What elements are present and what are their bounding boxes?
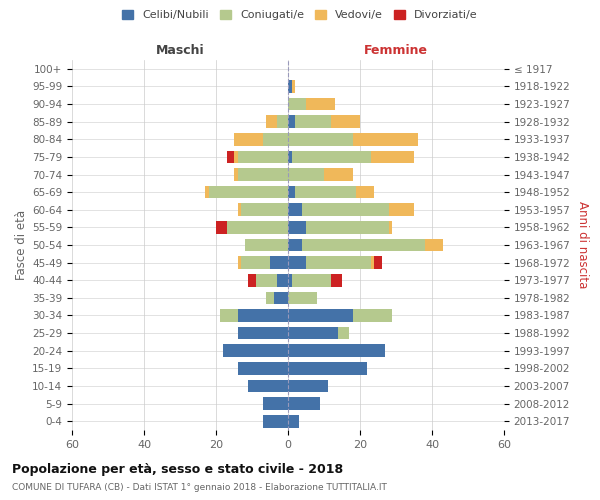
Bar [288, 133, 353, 145]
Bar [288, 292, 317, 304]
Bar [238, 256, 241, 269]
Bar [356, 186, 374, 198]
Bar [277, 274, 288, 286]
Bar [216, 221, 227, 234]
Bar [234, 168, 238, 181]
Bar [353, 309, 392, 322]
Bar [292, 274, 331, 286]
Bar [389, 204, 414, 216]
Bar [353, 133, 418, 145]
Bar [292, 150, 371, 163]
Bar [266, 116, 277, 128]
Bar [302, 238, 425, 252]
Bar [324, 168, 353, 181]
Legend: Celibi/Nubili, Coniugati/e, Vedovi/e, Divorziati/e: Celibi/Nubili, Coniugati/e, Vedovi/e, Di… [118, 6, 482, 25]
Bar [238, 327, 288, 340]
Bar [288, 415, 299, 428]
Bar [266, 292, 274, 304]
Bar [241, 256, 270, 269]
Bar [288, 362, 367, 374]
Bar [238, 150, 288, 163]
Bar [295, 186, 356, 198]
Bar [209, 186, 288, 198]
Bar [295, 116, 331, 128]
Bar [288, 204, 302, 216]
Bar [288, 238, 302, 252]
Bar [248, 380, 288, 392]
Y-axis label: Fasce di età: Fasce di età [15, 210, 28, 280]
Bar [288, 98, 306, 110]
Bar [263, 133, 288, 145]
Bar [306, 256, 371, 269]
Bar [256, 274, 277, 286]
Bar [288, 150, 292, 163]
Bar [227, 150, 234, 163]
Bar [331, 116, 360, 128]
Text: Femmine: Femmine [364, 44, 428, 58]
Bar [288, 327, 338, 340]
Bar [288, 168, 324, 181]
Bar [288, 380, 328, 392]
Bar [292, 80, 295, 93]
Bar [288, 309, 353, 322]
Bar [306, 221, 389, 234]
Bar [234, 150, 238, 163]
Bar [248, 274, 256, 286]
Bar [238, 204, 241, 216]
Text: Maschi: Maschi [155, 44, 205, 58]
Bar [371, 256, 374, 269]
Bar [220, 309, 238, 322]
Bar [331, 274, 342, 286]
Bar [205, 186, 209, 198]
Bar [425, 238, 443, 252]
Bar [238, 168, 288, 181]
Bar [223, 344, 288, 357]
Bar [234, 133, 263, 145]
Bar [389, 221, 392, 234]
Bar [227, 221, 288, 234]
Bar [263, 415, 288, 428]
Bar [288, 116, 295, 128]
Bar [245, 238, 288, 252]
Bar [288, 80, 292, 93]
Bar [288, 256, 306, 269]
Bar [288, 221, 306, 234]
Bar [241, 204, 288, 216]
Bar [288, 344, 385, 357]
Bar [302, 204, 389, 216]
Bar [288, 397, 320, 410]
Text: COMUNE DI TUFARA (CB) - Dati ISTAT 1° gennaio 2018 - Elaborazione TUTTITALIA.IT: COMUNE DI TUFARA (CB) - Dati ISTAT 1° ge… [12, 484, 387, 492]
Bar [374, 256, 382, 269]
Bar [277, 116, 288, 128]
Bar [371, 150, 414, 163]
Text: Popolazione per età, sesso e stato civile - 2018: Popolazione per età, sesso e stato civil… [12, 462, 343, 475]
Bar [270, 256, 288, 269]
Bar [274, 292, 288, 304]
Bar [288, 186, 295, 198]
Y-axis label: Anni di nascita: Anni di nascita [576, 202, 589, 288]
Bar [263, 397, 288, 410]
Bar [288, 274, 292, 286]
Bar [238, 362, 288, 374]
Bar [306, 98, 335, 110]
Bar [338, 327, 349, 340]
Bar [238, 309, 288, 322]
